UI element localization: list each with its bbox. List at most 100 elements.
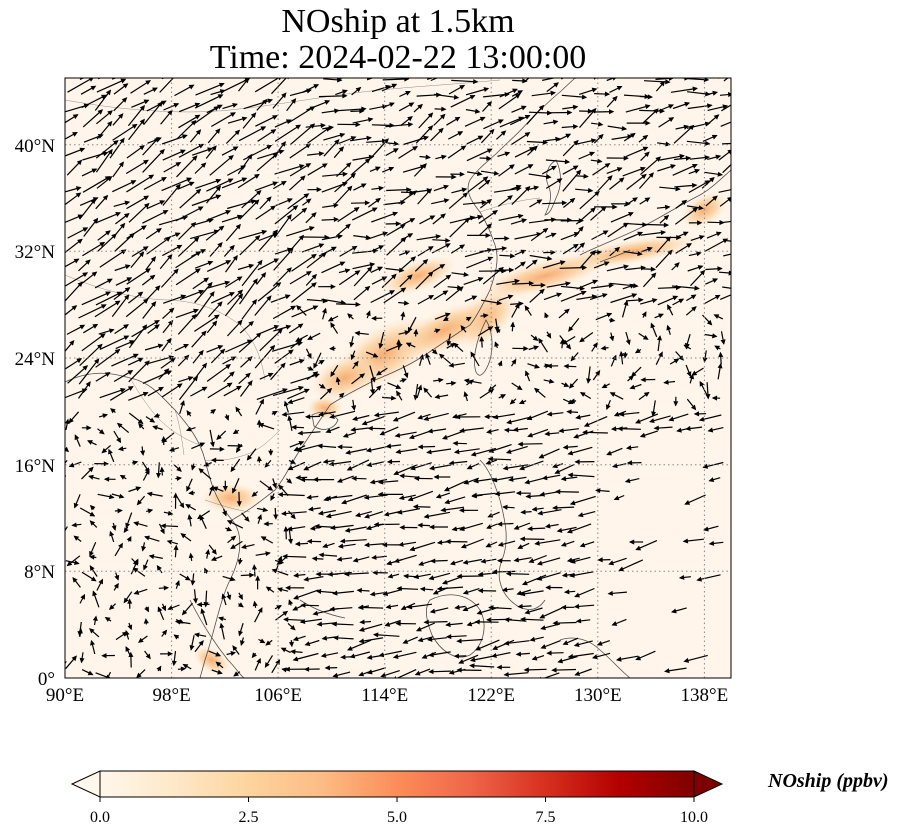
- wind-arrow-head: [429, 215, 436, 221]
- wind-arrow-head: [722, 238, 729, 244]
- wind-arrow-head: [267, 372, 274, 378]
- wind-arrow-head: [277, 328, 283, 334]
- wind-arrow-head: [309, 106, 316, 112]
- wind-arrow-head: [565, 133, 572, 139]
- wind-arrow-head: [642, 146, 649, 152]
- wind-arrow-head: [65, 466, 66, 467]
- wind-arrow-head: [318, 243, 325, 249]
- colorbar-tick-label: 0.0: [90, 809, 110, 826]
- wind-arrow-head: [72, 576, 78, 583]
- wind-arrow-head: [226, 520, 233, 525]
- wind-arrow-head: [276, 605, 282, 610]
- wind-arrow: [570, 495, 596, 505]
- wind-arrow-head: [613, 411, 620, 417]
- wind-arrow-head: [608, 109, 615, 115]
- wind-arrow-head: [740, 240, 744, 244]
- wind-arrow: [353, 266, 373, 287]
- wind-arrow-head: [378, 652, 385, 658]
- wind-arrow-head: [158, 386, 165, 392]
- wind-arrow-head: [249, 572, 255, 578]
- wind-arrow-head: [581, 265, 588, 271]
- wind-arrow: [195, 83, 224, 96]
- wind-arrow-head: [739, 186, 743, 189]
- wind-arrow-head: [626, 460, 633, 466]
- wind-arrow-head: [176, 383, 183, 389]
- wind-arrow-head: [217, 669, 223, 675]
- wind-arrow: [65, 459, 68, 464]
- wind-arrow-head: [230, 544, 236, 550]
- wind-arrow-head: [667, 304, 672, 311]
- wind-arrow-head: [566, 557, 573, 563]
- wind-arrow-head: [539, 491, 545, 497]
- wind-arrow-head: [188, 552, 194, 559]
- wind-arrow-head: [643, 391, 650, 397]
- wind-arrow-head: [333, 635, 339, 641]
- wind-arrow-head: [438, 377, 444, 383]
- wind-arrow-head: [596, 249, 603, 255]
- wind-arrow-head: [129, 340, 135, 345]
- wind-arrow-head: [105, 230, 111, 236]
- wind-arrow-head: [99, 241, 106, 247]
- wind-arrow-head: [332, 672, 339, 678]
- wind-arrow-head: [574, 592, 580, 598]
- wind-arrow-head: [644, 104, 651, 110]
- wind-arrow-head: [87, 440, 93, 445]
- wind-arrow-head: [123, 324, 129, 330]
- wind-arrow-head: [82, 365, 89, 371]
- wind-arrow-head: [120, 388, 126, 393]
- wind-arrow-head: [89, 504, 96, 511]
- wind-arrow-head: [248, 263, 255, 269]
- wind-arrow-head: [145, 653, 151, 660]
- wind-arrow-head: [454, 414, 461, 420]
- wind-arrow-head: [293, 594, 299, 600]
- concentration-plume: [193, 645, 230, 675]
- wind-arrow: [408, 490, 434, 501]
- wind-arrow-head: [284, 294, 291, 300]
- wind-arrow: [640, 156, 661, 176]
- wind-arrow-head: [161, 435, 167, 442]
- wind-arrow-head: [427, 428, 433, 434]
- wind-arrow-head: [393, 141, 400, 147]
- wind-arrow-head: [591, 87, 598, 93]
- wind-arrow-head: [410, 465, 416, 471]
- wind-arrow-head: [395, 449, 402, 455]
- wind-arrow-head: [85, 381, 91, 387]
- wind-arrow-head: [616, 86, 623, 91]
- wind-arrow-head: [280, 141, 286, 147]
- wind-arrow: [210, 292, 235, 304]
- wind-arrow-head: [649, 418, 655, 424]
- wind-arrow-head: [364, 285, 371, 292]
- wind-arrow: [627, 60, 644, 75]
- wind-arrow-head: [351, 245, 358, 251]
- wind-arrow-head: [140, 450, 146, 456]
- wind-arrow-head: [114, 300, 121, 306]
- wind-arrow-head: [186, 410, 192, 416]
- wind-arrow-head: [91, 271, 98, 277]
- wind-arrow-head: [550, 90, 556, 96]
- wind-arrow: [306, 67, 323, 77]
- wind-arrow-head: [152, 87, 158, 93]
- wind-arrow-head: [390, 395, 397, 401]
- wind-arrow: [351, 207, 377, 221]
- wind-arrow-head: [124, 630, 130, 636]
- wind-arrow: [575, 78, 577, 79]
- wind-arrow-head: [568, 326, 574, 332]
- wind-arrow-head: [559, 260, 566, 266]
- wind-arrow-head: [580, 290, 587, 296]
- wind-arrow-head: [278, 149, 285, 155]
- wind-arrow-head: [119, 222, 126, 229]
- wind-arrow-head: [587, 108, 594, 114]
- wind-arrow-head: [713, 114, 720, 120]
- wind-arrow-head: [61, 618, 64, 622]
- wind-arrow-head: [282, 388, 288, 394]
- wind-arrow: [499, 116, 524, 128]
- wind-arrow-head: [152, 425, 158, 431]
- wind-arrow: [194, 94, 223, 109]
- wind-arrow-head: [417, 414, 423, 420]
- wind-arrow-head: [97, 109, 104, 115]
- wind-arrow: [143, 177, 167, 191]
- wind-arrow-head: [282, 610, 289, 616]
- wind-arrow: [130, 78, 132, 79]
- wind-arrow-head: [179, 149, 186, 155]
- wind-arrow-head: [573, 139, 579, 146]
